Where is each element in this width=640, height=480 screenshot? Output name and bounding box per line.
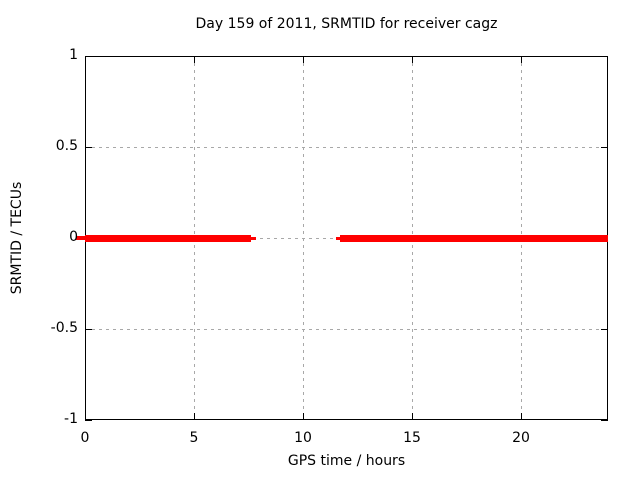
gridline-horizontal <box>85 329 608 330</box>
y-tick-mark-left <box>85 147 92 148</box>
x-tick-label: 15 <box>403 430 421 446</box>
x-axis-label: GPS time / hours <box>287 453 406 469</box>
x-tick-mark-top <box>412 56 413 63</box>
x-tick-label: 20 <box>512 430 530 446</box>
x-tick-label: 5 <box>189 430 199 446</box>
y-tick-label: 0.5 <box>55 138 78 154</box>
y-tick-mark-right <box>601 147 608 148</box>
series-segment <box>85 234 251 242</box>
x-tick-mark-top <box>303 56 304 63</box>
x-tick-mark-bottom <box>412 413 413 420</box>
y-tick-label: 1 <box>69 47 78 63</box>
y-tick-label: 0 <box>69 229 78 245</box>
x-tick-mark-bottom <box>85 413 86 420</box>
y-tick-mark-left <box>85 420 92 421</box>
x-tick-mark-top <box>194 56 195 63</box>
x-tick-label: 0 <box>80 430 90 446</box>
series-segment <box>335 236 340 240</box>
x-tick-mark-bottom <box>521 413 522 420</box>
y-tick-mark-right <box>601 420 608 421</box>
y-tick-label: -0.5 <box>50 320 78 336</box>
x-tick-mark-top <box>521 56 522 63</box>
y-tick-mark-right <box>601 56 608 57</box>
gridline-horizontal <box>85 147 608 148</box>
y-tick-label: -1 <box>64 411 78 427</box>
x-tick-mark-bottom <box>194 413 195 420</box>
y-tick-mark-right <box>601 329 608 330</box>
x-tick-mark-bottom <box>303 413 304 420</box>
y-tick-mark-left <box>85 329 92 330</box>
x-tick-label: 10 <box>294 430 312 446</box>
y-tick-mark-left <box>85 56 92 57</box>
chart-title: Day 159 of 2011, SRMTID for receiver cag… <box>195 16 498 32</box>
series-segment <box>339 234 608 242</box>
series-segment <box>250 236 257 240</box>
x-tick-mark-top <box>85 56 86 63</box>
series-left-overhang <box>76 236 85 240</box>
